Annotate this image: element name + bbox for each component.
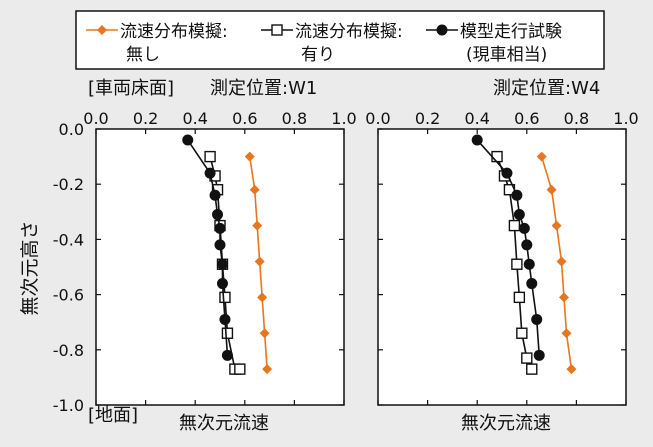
- x-tick-label: 0.6: [514, 109, 539, 128]
- legend-label-line1: 流速分布模擬:: [120, 22, 228, 42]
- legend-label-line2: 無し: [126, 45, 160, 65]
- data-point: [511, 189, 523, 201]
- data-point: [209, 189, 221, 201]
- x-tick-label: 0.6: [232, 109, 257, 128]
- y-axis-label: 無次元高さ: [19, 220, 41, 315]
- data-point: [513, 209, 525, 221]
- series-line: [187, 139, 229, 356]
- data-point: [254, 256, 265, 267]
- data-point: [521, 352, 533, 364]
- data-point: [214, 222, 226, 234]
- data-point: [551, 220, 562, 231]
- data-point: [501, 167, 513, 179]
- y-tick-label: -0.4: [53, 230, 84, 249]
- data-point: [259, 328, 270, 339]
- legend-marker: [436, 24, 448, 36]
- data-point: [204, 167, 216, 179]
- data-point: [212, 209, 224, 221]
- legend-marker: [97, 25, 107, 35]
- series: [182, 134, 233, 361]
- panel-w1: 測定位置:W1 0.0 0.2 0.4 0.6 0.8 1.0 0.0 -0.2 -0.4 -0.6…: [53, 78, 357, 434]
- series: [244, 151, 273, 375]
- data-point: [526, 278, 538, 290]
- data-point: [214, 239, 226, 251]
- data-point: [511, 258, 523, 270]
- y-tick-label: -1.0: [53, 396, 84, 415]
- data-point: [518, 222, 530, 234]
- bottom-label: [地面]: [88, 405, 138, 426]
- legend-entry: 模型走行試験 (現車相当): [426, 22, 562, 65]
- data-point: [182, 134, 194, 146]
- top-label: [車両床面]: [88, 78, 174, 99]
- y-tick-label: -0.8: [53, 341, 84, 360]
- panel-title: 測定位置:W1: [210, 78, 317, 99]
- data-point: [216, 258, 228, 270]
- data-point: [219, 313, 231, 325]
- y-axis-label-text: 無次元高さ: [19, 220, 41, 315]
- x-tick-label: 0.8: [564, 109, 589, 128]
- x-axis-label: 無次元流速: [179, 413, 269, 434]
- legend-label-line2: (現車相当): [466, 45, 547, 65]
- data-point: [566, 364, 577, 375]
- data-point: [249, 184, 260, 195]
- data-point: [204, 150, 216, 163]
- data-point: [244, 151, 255, 162]
- data-point: [526, 363, 538, 375]
- panel-title: 測定位置:W4: [493, 78, 600, 99]
- data-point: [559, 292, 569, 303]
- data-point: [546, 184, 557, 195]
- legend-entry: 流速分布模擬: 有り: [261, 22, 403, 65]
- x-tick-label: 0.0: [83, 109, 108, 128]
- data-point: [491, 150, 503, 163]
- legend-label-line2: 有り: [301, 45, 335, 65]
- data-point: [508, 219, 521, 232]
- y-tick-label: -0.6: [53, 286, 84, 305]
- data-point: [521, 239, 533, 251]
- data-point: [216, 278, 228, 290]
- x-tick-label: 1.0: [331, 109, 356, 128]
- data-point: [252, 220, 263, 231]
- legend: 流速分布模擬: 無し 流速分布模擬: 有り 模型走行試験 (現車相当): [75, 10, 605, 70]
- x-tick-label: 0.4: [464, 109, 489, 128]
- data-point: [531, 313, 543, 325]
- data-point: [533, 349, 545, 361]
- y-tick-label: 0.0: [59, 120, 84, 139]
- data-point: [561, 328, 572, 339]
- series: [536, 151, 577, 375]
- data-point: [257, 292, 268, 303]
- data-point: [513, 291, 526, 304]
- panel-w4: 測定位置:W4 0.0 0.2 0.4 0.6 0.8 1.0 無次元流速: [365, 78, 638, 434]
- legend-entry: 流速分布模擬: 無し: [86, 22, 228, 65]
- data-point: [221, 327, 234, 339]
- data-point: [536, 151, 547, 162]
- y-tick-label: -0.2: [53, 175, 84, 194]
- data-point: [219, 291, 231, 304]
- x-tick-label: 0.2: [415, 109, 440, 128]
- legend-marker: [271, 24, 283, 36]
- legend-label-line1: 流速分布模擬:: [295, 22, 403, 42]
- data-point: [556, 256, 567, 267]
- x-tick-label: 0.4: [182, 109, 207, 128]
- x-axis-label: 無次元流速: [461, 413, 551, 434]
- data-point: [516, 327, 528, 339]
- data-point: [523, 258, 535, 270]
- x-tick-label: 0.0: [365, 109, 390, 128]
- series: [471, 134, 545, 361]
- series-line: [476, 139, 540, 356]
- data-point: [262, 364, 273, 375]
- x-tick-label: 1.0: [613, 109, 638, 128]
- x-tick-label: 0.2: [133, 109, 158, 128]
- data-point: [234, 363, 246, 375]
- x-tick-label: 0.8: [282, 109, 307, 128]
- data-point: [471, 134, 483, 146]
- data-point: [221, 349, 233, 361]
- legend-label-line1: 模型走行試験: [460, 22, 562, 42]
